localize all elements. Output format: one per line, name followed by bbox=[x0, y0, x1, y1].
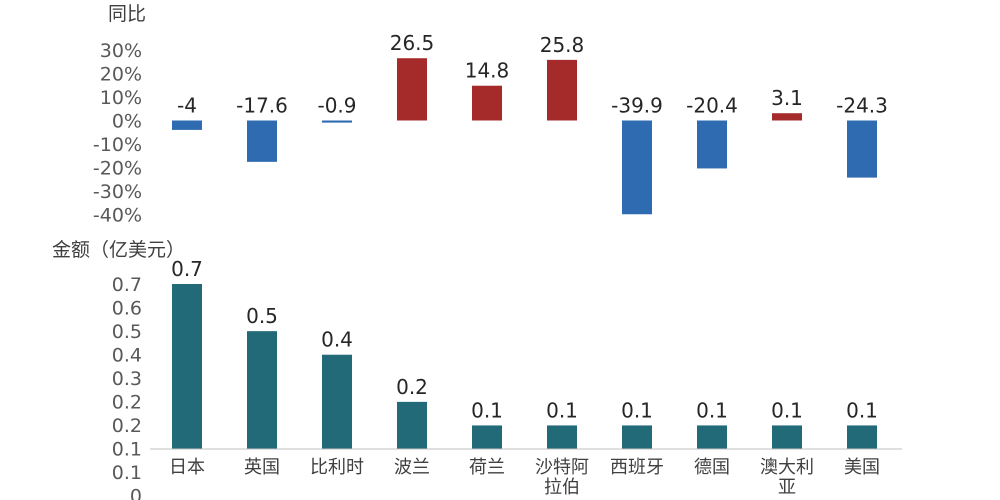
yoy-value-label: 14.8 bbox=[465, 59, 510, 83]
yoy-value-label: 25.8 bbox=[540, 33, 585, 57]
yoy-value-label: -4 bbox=[177, 94, 197, 118]
amount-bar bbox=[547, 425, 577, 449]
yoy-bar bbox=[697, 120, 727, 169]
yoy-value-label: -20.4 bbox=[686, 94, 738, 118]
amount-panel: 金额（亿美元） 0.70.60.50.40.30.20.20.10.10 0.7… bbox=[52, 239, 902, 500]
yoy-tick-label: 10% bbox=[100, 87, 142, 109]
yoy-panel: 同比 30%20%10%0%-10%-20%-30%-40% -4 -17.6 -0… bbox=[93, 3, 888, 227]
category-label: 波兰 bbox=[394, 457, 430, 478]
yoy-tick-label: 0% bbox=[112, 111, 142, 133]
amount-tick-label: 0.6 bbox=[112, 298, 142, 320]
amount-tick-label: 0.1 bbox=[112, 439, 142, 461]
amount-bar bbox=[697, 425, 727, 449]
yoy-bar bbox=[847, 120, 877, 178]
yoy-value-label: 3.1 bbox=[771, 86, 803, 110]
yoy-bar bbox=[172, 120, 202, 130]
amount-value-label: 0.5 bbox=[246, 304, 278, 328]
category-label: 英国 bbox=[244, 457, 280, 478]
yoy-tick-label: -10% bbox=[93, 134, 142, 156]
amount-tick-label: 0.2 bbox=[112, 392, 142, 414]
amount-tick-label: 0.3 bbox=[112, 368, 142, 390]
category-label: 日本 bbox=[169, 457, 205, 478]
yoy-tick-label: -40% bbox=[93, 205, 142, 227]
amount-tick-label: 0.1 bbox=[112, 462, 142, 484]
yoy-tick-label: 20% bbox=[100, 64, 142, 86]
category-label: 澳大利亚 bbox=[760, 457, 814, 498]
amount-bar bbox=[172, 284, 202, 449]
amount-tick-label: 0.2 bbox=[112, 415, 142, 437]
amount-value-label: 0.1 bbox=[546, 398, 578, 422]
category-label: 比利时 bbox=[310, 457, 364, 478]
amount-value-label: 0.1 bbox=[696, 398, 728, 422]
yoy-bar bbox=[547, 59, 577, 121]
yoy-value-label: -17.6 bbox=[236, 94, 288, 118]
category-label: 德国 bbox=[694, 457, 730, 478]
amount-tick-label: 0 bbox=[130, 486, 142, 500]
amount-bar bbox=[397, 401, 427, 449]
yoy-value-label: -0.9 bbox=[317, 94, 356, 118]
amount-tick-label: 0.5 bbox=[112, 321, 142, 343]
amount-bar bbox=[772, 425, 802, 449]
yoy-tick-label: -20% bbox=[93, 158, 142, 180]
category-label: 沙特阿拉伯 bbox=[535, 457, 589, 498]
yoy-tick-label: -30% bbox=[93, 181, 142, 203]
amount-bar bbox=[247, 331, 277, 449]
yoy-bar bbox=[772, 113, 802, 121]
yoy-bar bbox=[472, 85, 502, 121]
amount-tick-label: 0.4 bbox=[112, 345, 142, 367]
amount-value-label: 0.7 bbox=[171, 257, 203, 281]
yoy-bar bbox=[397, 58, 427, 121]
amount-bar bbox=[622, 425, 652, 449]
yoy-bar bbox=[322, 120, 352, 123]
amount-value-label: 0.1 bbox=[846, 398, 878, 422]
amount-value-label: 0.1 bbox=[771, 398, 803, 422]
category-label: 西班牙 bbox=[610, 457, 664, 478]
yoy-axis-title: 同比 bbox=[108, 3, 146, 25]
amount-value-label: 0.1 bbox=[471, 398, 503, 422]
yoy-bar bbox=[622, 120, 652, 215]
amount-bar bbox=[472, 425, 502, 449]
category-label: 美国 bbox=[844, 457, 880, 478]
amount-value-label: 0.1 bbox=[621, 398, 653, 422]
yoy-tick-label: 30% bbox=[100, 40, 142, 62]
amount-axis-title: 金额（亿美元） bbox=[52, 239, 185, 261]
yoy-value-label: -39.9 bbox=[611, 94, 663, 118]
amount-value-label: 0.2 bbox=[396, 375, 428, 399]
amount-tick-label: 0.7 bbox=[112, 274, 142, 296]
yoy-bar bbox=[247, 120, 277, 162]
yoy-value-label: -24.3 bbox=[836, 94, 888, 118]
amount-bar bbox=[322, 354, 352, 449]
amount-bar bbox=[847, 425, 877, 449]
category-label: 荷兰 bbox=[469, 457, 505, 478]
amount-value-label: 0.4 bbox=[321, 328, 353, 352]
yoy-value-label: 26.5 bbox=[390, 31, 435, 55]
